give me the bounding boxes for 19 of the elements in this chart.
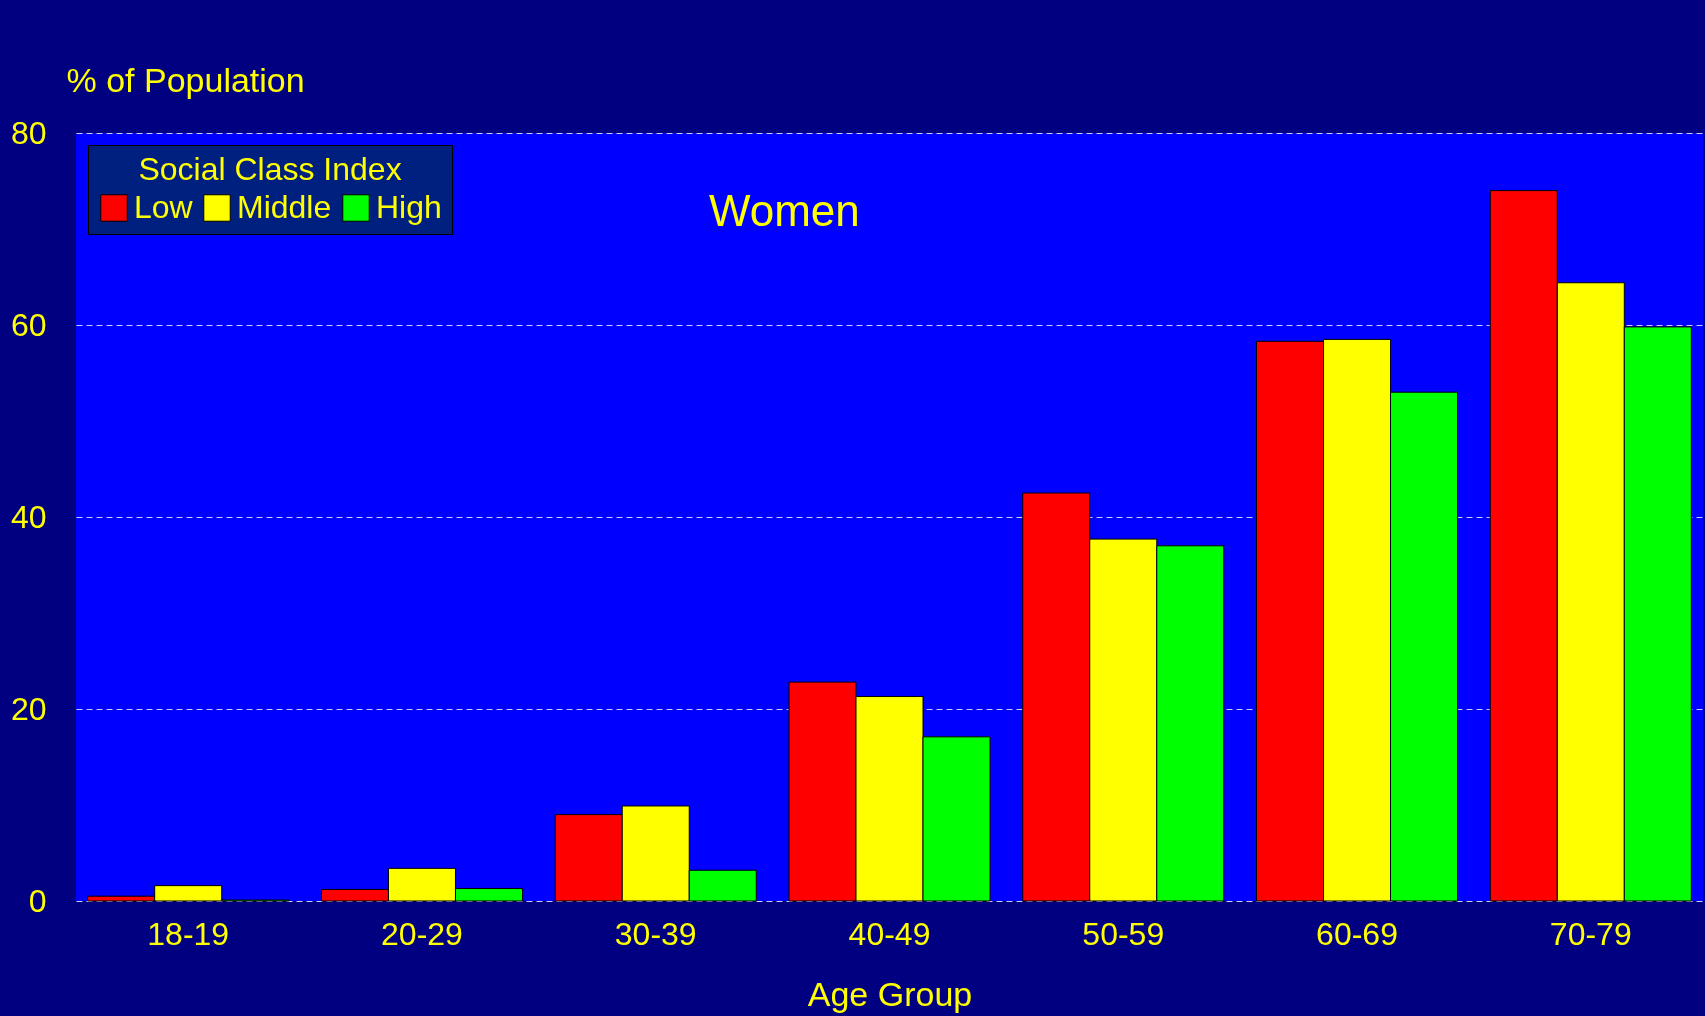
legend-label: Low bbox=[134, 189, 194, 225]
legend-label: Middle bbox=[237, 189, 332, 225]
x-axis-title: Age Group bbox=[807, 974, 973, 1013]
y-tick-label: 60 bbox=[10, 306, 47, 343]
x-tick-label: 70-79 bbox=[1549, 915, 1632, 952]
text: Women bbox=[708, 186, 860, 235]
x-tick-label: 60-69 bbox=[1316, 915, 1398, 952]
legend-label: High bbox=[376, 189, 442, 225]
x-tick-label: 18-19 bbox=[147, 915, 230, 952]
x-tick-label: 30-39 bbox=[614, 915, 697, 952]
y-tick-label: 20 bbox=[10, 690, 47, 727]
x-tick-label: 40-49 bbox=[848, 915, 931, 952]
y-tick-label: 0 bbox=[28, 882, 47, 919]
y-tick-label: 40 bbox=[10, 498, 47, 535]
y-tick-label: 80 bbox=[10, 114, 47, 151]
x-tick-label: 50-59 bbox=[1082, 915, 1165, 952]
y-axis-title: % of Population bbox=[66, 60, 305, 99]
legend-title: Social Class Index bbox=[138, 151, 402, 187]
x-tick-label: 20-29 bbox=[381, 915, 463, 952]
